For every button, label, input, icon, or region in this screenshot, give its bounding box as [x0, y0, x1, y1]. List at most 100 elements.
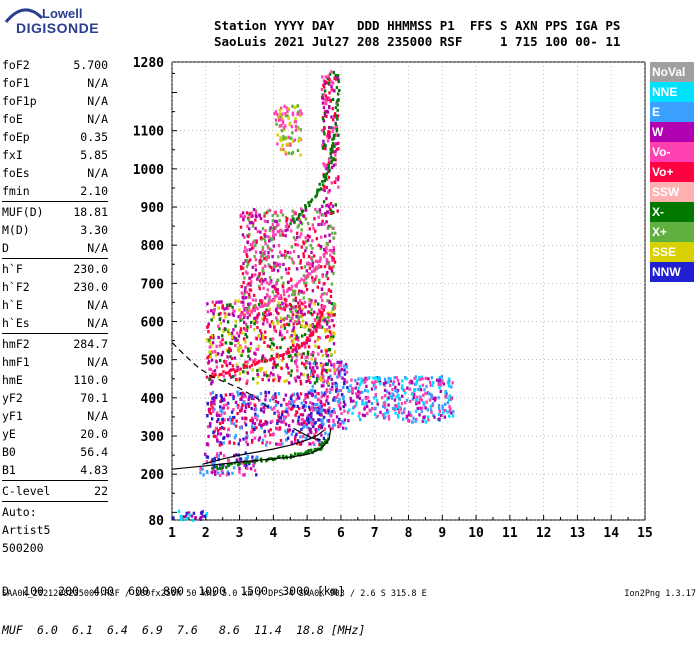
echo-point [276, 318, 279, 322]
echo-point [258, 299, 262, 303]
param-value: N/A [87, 241, 108, 255]
echo-point [278, 108, 282, 112]
echo-point [272, 378, 275, 382]
echo-point [284, 224, 288, 229]
echo-point [332, 324, 336, 328]
echo-point [328, 207, 332, 212]
echo-point [250, 214, 253, 218]
echo-point [275, 289, 278, 293]
echo-point [281, 337, 284, 341]
echo-point [416, 406, 420, 411]
echo-point [323, 403, 326, 407]
echo-point [287, 287, 291, 291]
echo-point [254, 211, 258, 215]
echo-point [334, 153, 337, 157]
echo-point [219, 393, 223, 398]
echo-point [239, 316, 242, 320]
row2-value: 6.9 [142, 623, 163, 637]
echo-point [243, 289, 247, 293]
echo-point [372, 396, 376, 400]
echo-point [251, 240, 255, 245]
echo-point [321, 219, 324, 223]
profile-curve [293, 427, 321, 441]
echo-point [292, 305, 295, 309]
trace-point [211, 466, 214, 470]
echo-point [320, 405, 324, 409]
trace-point [285, 350, 288, 354]
echo-point [182, 515, 186, 519]
echo-point [376, 414, 379, 418]
echo-point [427, 392, 430, 396]
echo-point [224, 393, 228, 397]
echo-point [245, 264, 249, 269]
echo-point [220, 406, 224, 411]
echo-point [240, 291, 244, 295]
echo-point [329, 294, 333, 299]
echo-point [443, 408, 446, 413]
echo-point [299, 153, 302, 157]
echo-point [295, 410, 298, 414]
echo-point [439, 389, 443, 394]
echo-point [253, 328, 256, 332]
echo-point [447, 377, 451, 381]
echo-point [298, 422, 301, 426]
echo-point [324, 431, 327, 435]
echo-point [302, 214, 305, 218]
echo-point [271, 222, 275, 227]
echo-point [328, 339, 331, 343]
echo-point [297, 292, 300, 296]
echo-point [228, 392, 232, 397]
echo-point [351, 387, 354, 392]
echo-point [304, 436, 307, 440]
echo-point [244, 360, 247, 364]
echo-point [301, 319, 305, 323]
param-label: h`F2 [2, 280, 30, 294]
echo-point [348, 408, 351, 412]
row1-value: 400 [93, 584, 114, 598]
echo-point [233, 436, 237, 440]
echo-point [268, 398, 272, 402]
echo-point [186, 517, 189, 521]
echo-point [264, 234, 267, 238]
trace-point [268, 300, 271, 304]
trace-point [302, 279, 305, 283]
echo-point [363, 413, 366, 418]
echo-point [282, 420, 286, 424]
echo-point [325, 274, 329, 278]
echo-point [256, 395, 259, 399]
trace-point [216, 467, 219, 471]
echo-point [271, 285, 274, 289]
distance-muf-table: D 100 200 400 600 800 1000 1500 3000 [km] MUF 6.0… [2, 559, 365, 650]
echo-point [285, 223, 289, 227]
echo-point [328, 157, 331, 161]
echo-point [306, 361, 309, 365]
trace-point [271, 356, 275, 360]
echo-point [307, 328, 311, 332]
trace-point [332, 134, 336, 138]
echo-point [297, 415, 300, 419]
echo-point [331, 150, 335, 154]
trace-point [317, 447, 320, 451]
legend-entry: X- [650, 202, 694, 222]
echo-point [257, 344, 261, 348]
echo-point [329, 332, 333, 336]
echo-point [271, 229, 274, 233]
echo-point [262, 410, 266, 414]
echo-point [327, 130, 330, 134]
echo-point [249, 302, 252, 306]
echo-point [311, 261, 315, 265]
echo-point [443, 415, 447, 419]
trace-point [321, 312, 324, 316]
echo-point [251, 214, 254, 218]
trace-point [328, 168, 331, 172]
echo-point [259, 369, 262, 373]
echo-point [267, 303, 270, 307]
echo-point [238, 368, 241, 372]
echo-point [328, 96, 331, 100]
echo-point [328, 233, 331, 237]
echo-point [282, 126, 286, 130]
echo-point [291, 104, 294, 108]
trace-point [282, 291, 286, 295]
echo-point [246, 254, 249, 259]
trace-point [230, 462, 233, 466]
